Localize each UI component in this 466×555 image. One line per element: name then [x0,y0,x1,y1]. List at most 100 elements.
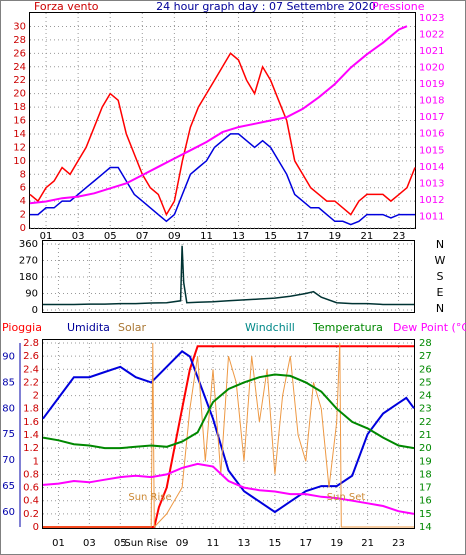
pressure-tick-label: 1021 [419,46,444,57]
series-wind-direction [43,245,414,306]
wind-tick-label: 0 [20,223,26,234]
hour-tick-label: 05 [114,538,127,549]
wind-panel-grid [30,13,415,229]
pressure-tick-label: 1020 [419,63,444,74]
wind-panel-series [29,25,416,226]
humidity-tick-label: 70 [2,455,15,466]
rain-tick-label: 0.4 [23,496,39,507]
series-umidita [42,350,415,514]
wind-tick-label: 30 [13,21,26,32]
temperature-tick-label: 22 [419,417,432,428]
humidity-tick-label: 65 [2,481,15,492]
wind-tick-label: 8 [20,169,26,180]
hour-tick-label: 13 [232,231,245,242]
pressure-tick-label: 1012 [419,195,444,206]
wind-tick-label: 20 [13,89,26,100]
climate-panel-grid [43,342,414,528]
direction-tick-label: 0 [32,305,38,316]
wind-tick-label: 28 [13,35,26,46]
compass-label-north-bottom: N [436,302,444,315]
temperature-tick-label: 17 [419,483,432,494]
pressure-axis-title: Pressione [372,0,425,13]
series-dew-point-c- [42,462,415,515]
hour-tick-label: 23 [392,538,405,549]
wind-tick-label: 24 [13,62,26,73]
wind-tick-label: 26 [13,48,26,59]
humidity-tick-label: 60 [2,507,15,518]
temperature-tick-label: 25 [419,377,432,388]
humidity-tick-label: 90 [2,351,15,362]
temperature-tick-label: 15 [419,509,432,520]
rain-tick-label: 1.4 [23,430,39,441]
rain-tick-label: 0 [33,522,39,533]
graph-title: 24 hour graph day : 07 Settembre 2020 [156,0,376,13]
pressure-tick-label: 1019 [419,79,444,90]
pressure-tick-label: 1014 [419,162,444,173]
direction-tick-label: 90 [25,289,38,300]
compass-label-south: S [437,270,444,283]
temperature-tick-label: 18 [419,469,432,480]
pressure-tick-label: 1022 [419,30,444,41]
hour-tick-label: 07 [136,231,149,242]
temperature-axis-ticks: 14 15 16 17 18 19 20 21 22 23 24 25 26 27 28 [419,338,432,533]
direction-panel-frame [42,240,415,313]
temperature-tick-label: 20 [419,443,432,454]
rain-tick-label: 1 [33,456,39,467]
solar-axis-title: Solar [118,321,147,334]
hour-tick-label: 11 [207,538,220,549]
temperature-tick-label: 14 [419,522,432,533]
temperature-tick-label: 16 [419,496,432,507]
humidity-tick-label: 75 [2,429,15,440]
pressure-axis-ticks: 1011 1012 1013 1014 1015 1016 1017 1018 1019 1020… [419,13,444,222]
climate-panel-series [42,342,415,529]
wind-tick-label: 2 [20,210,26,221]
rain-tick-label: 0.2 [23,509,39,520]
wind-tick-label: 18 [13,102,26,113]
hour-tick-label: 19 [330,538,343,549]
temperature-tick-label: 27 [419,351,432,362]
direction-axis-ticks: 0 90 180 270 360 [19,239,38,316]
series-avg [30,133,415,226]
series-pioggia [43,345,414,528]
rain-tick-label: 2.8 [23,338,39,349]
pressure-tick-label: 1011 [419,211,444,222]
hour-tick-label: 17 [296,231,309,242]
hour-tick-label: 15 [269,538,282,549]
hour-tick-label: 09 [168,231,181,242]
wind-hour-ticks: 01 03 05 07 09 11 13 15 17 19 21 23 [40,231,406,242]
series-forza-vento [29,52,416,217]
temperature-tick-label: 26 [419,364,432,375]
temperature-tick-label: 23 [419,404,432,415]
direction-panel-grid [43,243,414,311]
temperature-tick-label: 19 [419,456,432,467]
pressure-tick-label: 1023 [419,13,444,24]
direction-tick-label: 270 [19,256,38,267]
rain-tick-label: 0.6 [23,483,39,494]
series-solar [43,342,414,529]
hour-tick-label: 17 [299,538,312,549]
hour-tick-label: 19 [328,231,341,242]
wind-axis-title: Forza vento [34,0,99,13]
wind-tick-label: 4 [20,196,26,207]
hour-tick-label: 15 [264,231,277,242]
pressure-tick-label: 1016 [419,129,444,140]
hour-tick-label: 21 [361,231,374,242]
rain-tick-label: 2 [33,391,39,402]
series-pressione [29,25,408,205]
sunrise-label: Sun Rise [128,492,171,503]
wind-tick-label: 22 [13,75,26,86]
wind-tick-label: 12 [13,142,26,153]
wind-tick-label: 16 [13,116,26,127]
direction-tick-label: 360 [19,239,38,250]
hour-tick-label: 23 [393,231,406,242]
direction-tick-label: 180 [19,272,38,283]
wind-tick-label: 6 [20,183,26,194]
rain-axis-ticks: 0 0.2 0.4 0.6 0.8 1 1.2 1.4 1.6 1.8 2 2.2 2.4 2.6 2.8 [23,338,39,533]
climate-hour-ticks: 01 03 05 09 11 13 15 17 19 21 23 [52,538,405,549]
dewpoint-legend: Dew Point (°C) [393,321,466,334]
sunrise-axis-label: Sun Rise [124,538,167,549]
rain-tick-label: 1.8 [23,404,39,415]
climate-panel-frame [42,339,415,529]
pressure-tick-label: 1017 [419,112,444,123]
